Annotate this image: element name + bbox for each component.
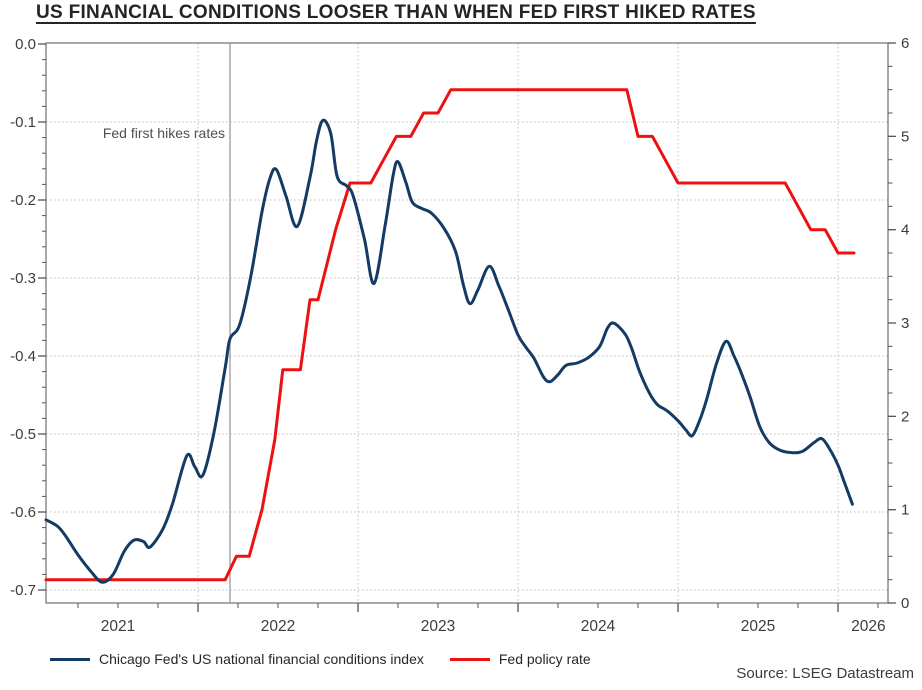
svg-text:6: 6 — [901, 35, 909, 52]
svg-text:2021: 2021 — [101, 618, 135, 635]
svg-text:2022: 2022 — [261, 618, 295, 635]
gridlines — [46, 43, 888, 603]
svg-text:2023: 2023 — [421, 618, 455, 635]
legend-item-nfci: Chicago Fed's US national financial cond… — [50, 651, 424, 667]
legend-label-nfci: Chicago Fed's US national financial cond… — [99, 651, 424, 667]
svg-text:-0.5: -0.5 — [10, 426, 36, 443]
svg-text:-0.1: -0.1 — [10, 114, 36, 131]
legend-item-fed-rate: Fed policy rate — [449, 651, 591, 667]
left-axis: 0.0 -0.1 -0.2 -0.3 -0.4 -0.5 -0.6 -0.7 — [10, 36, 46, 599]
svg-text:2024: 2024 — [581, 618, 616, 635]
annotation-fed-first-hike: Fed first hikes rates — [103, 43, 231, 603]
svg-text:-0.2: -0.2 — [10, 192, 36, 209]
svg-text:0: 0 — [901, 595, 909, 612]
fed-rate-line-swatch — [449, 657, 490, 661]
right-axis: 0 1 2 3 4 5 6 — [888, 35, 909, 612]
svg-text:2: 2 — [901, 408, 909, 425]
annotation-label: Fed first hikes rates — [103, 125, 225, 141]
svg-text:2026: 2026 — [851, 618, 885, 635]
svg-text:5: 5 — [901, 128, 909, 145]
chart-title: US FINANCIAL CONDITIONS LOOSER THAN WHEN… — [36, 2, 756, 23]
legend-label-fed-rate: Fed policy rate — [498, 651, 591, 667]
svg-text:0.0: 0.0 — [15, 36, 36, 53]
source-credit: Source: LSEG Datastream — [736, 665, 914, 682]
fed-policy-rate-line — [44, 88, 856, 582]
svg-text:4: 4 — [901, 222, 909, 239]
svg-text:1: 1 — [901, 502, 909, 519]
x-axis: 2021 2022 2023 2024 2025 2026 — [77, 603, 886, 635]
nfci-line-swatch — [50, 657, 90, 661]
svg-text:-0.6: -0.6 — [10, 504, 36, 521]
svg-text:3: 3 — [901, 315, 909, 332]
legend: Chicago Fed's US national financial cond… — [50, 651, 591, 667]
svg-text:2025: 2025 — [741, 618, 775, 635]
svg-text:-0.4: -0.4 — [10, 348, 36, 365]
nfci-line — [44, 118, 854, 584]
svg-text:-0.3: -0.3 — [10, 270, 36, 287]
svg-text:-0.7: -0.7 — [10, 582, 36, 599]
